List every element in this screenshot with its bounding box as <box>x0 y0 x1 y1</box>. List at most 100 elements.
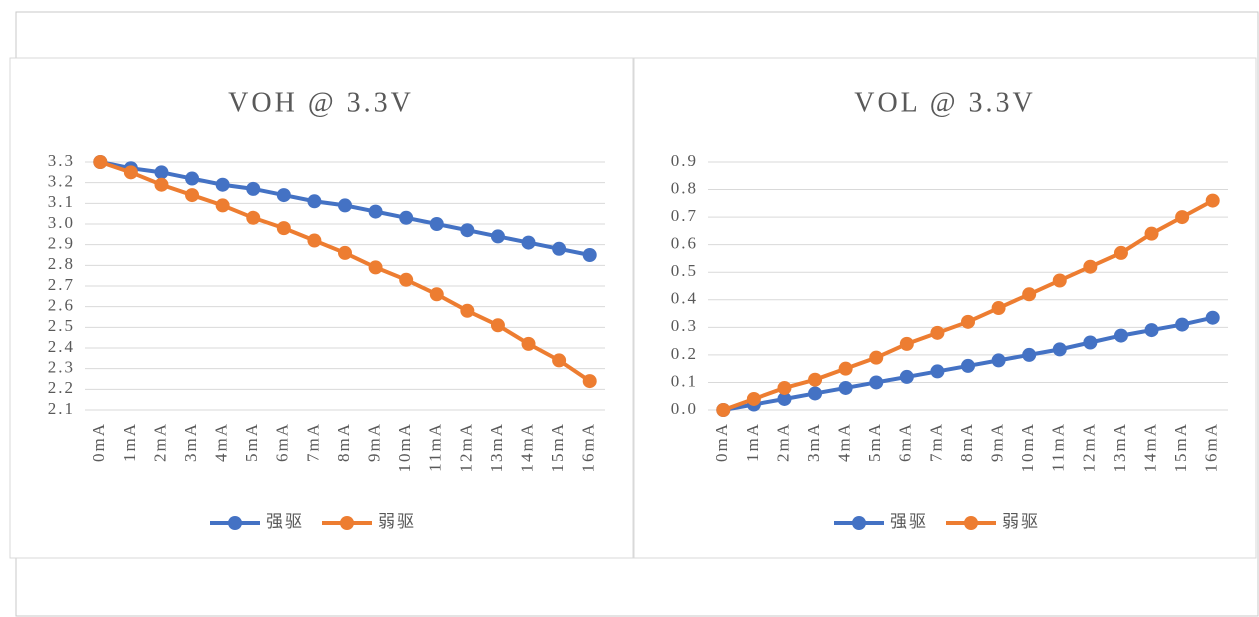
data-point <box>869 350 884 365</box>
data-point <box>185 171 200 186</box>
data-point <box>961 314 975 329</box>
legend-marker <box>228 516 242 530</box>
y-tick-label: 2.4 <box>48 337 75 356</box>
y-tick-label: 2.7 <box>48 275 75 294</box>
x-tick-label: 14mA <box>517 422 536 473</box>
x-tick-label: 10mA <box>395 422 414 473</box>
x-tick-label: 9mA <box>987 422 1006 462</box>
x-tick-label: 3mA <box>181 422 200 462</box>
y-tick-label: 0.5 <box>671 261 698 280</box>
legend-label: 强驱 <box>266 512 304 531</box>
data-point <box>582 248 597 262</box>
data-point <box>338 198 352 213</box>
data-point <box>246 181 261 196</box>
y-tick-label: 0.8 <box>671 178 698 197</box>
x-tick-label: 3mA <box>804 422 823 462</box>
chart-box <box>9 57 634 559</box>
y-tick-label: 0.3 <box>671 316 698 335</box>
x-tick-label: 8mA <box>957 422 976 462</box>
data-point <box>93 155 108 169</box>
x-tick-label: 12mA <box>1079 422 1098 473</box>
data-point <box>582 374 597 389</box>
data-point <box>552 353 567 368</box>
data-point <box>746 391 761 406</box>
x-tick-label: 6mA <box>896 422 915 462</box>
y-tick-label: 2.5 <box>48 316 75 335</box>
data-point <box>1113 245 1128 260</box>
data-point <box>930 325 945 340</box>
data-point <box>1175 317 1190 332</box>
x-tick-label: 2mA <box>773 422 792 462</box>
y-tick-label: 2.2 <box>48 378 75 397</box>
data-point <box>429 217 444 231</box>
data-point <box>1175 210 1190 225</box>
data-point <box>961 358 975 373</box>
data-point <box>521 235 536 250</box>
y-tick-label: 0.6 <box>671 234 698 253</box>
data-point <box>368 204 383 219</box>
x-tick-label: 16mA <box>1202 422 1221 473</box>
data-point <box>716 403 731 417</box>
data-point <box>777 380 792 395</box>
x-tick-label: 8mA <box>334 422 353 462</box>
legend-marker <box>852 516 866 530</box>
y-tick-label: 2.9 <box>48 234 75 253</box>
y-tick-label: 3.0 <box>48 213 75 232</box>
data-point <box>215 177 230 192</box>
legend-marker <box>964 516 978 530</box>
data-point <box>991 301 1006 316</box>
x-tick-label: 4mA <box>212 422 231 462</box>
data-point <box>429 287 444 302</box>
data-point <box>552 241 567 256</box>
data-point <box>899 336 914 351</box>
data-point <box>338 245 352 260</box>
x-tick-label: 11mA <box>1049 422 1068 472</box>
data-point <box>399 272 414 287</box>
y-tick-label: 3.2 <box>48 172 75 191</box>
x-tick-label: 4mA <box>835 422 854 462</box>
y-tick-label: 2.3 <box>48 358 75 377</box>
y-tick-label: 0.4 <box>671 289 698 308</box>
y-tick-label: 2.6 <box>48 296 75 315</box>
data-point <box>1083 259 1098 274</box>
data-point <box>930 364 945 379</box>
x-tick-label: 14mA <box>1140 422 1159 473</box>
data-point <box>521 336 536 351</box>
x-tick-label: 7mA <box>303 422 322 462</box>
data-point <box>246 210 261 225</box>
data-point <box>1022 347 1037 362</box>
x-tick-label: 5mA <box>865 422 884 462</box>
x-tick-label: 15mA <box>548 422 567 473</box>
data-point <box>899 369 914 384</box>
y-tick-label: 2.8 <box>48 254 75 273</box>
y-tick-label: 0.7 <box>671 206 698 225</box>
x-tick-label: 16mA <box>579 422 598 473</box>
data-point <box>185 188 200 203</box>
data-point <box>307 233 322 248</box>
y-tick-label: 0.2 <box>671 344 698 363</box>
chart-title: VOL @ 3.3V <box>854 87 1036 118</box>
x-tick-label: 13mA <box>1110 422 1129 473</box>
data-point <box>1022 287 1037 302</box>
data-point <box>460 303 475 318</box>
data-point <box>276 221 291 236</box>
x-tick-label: 1mA <box>120 422 139 462</box>
legend-label: 弱驱 <box>1002 512 1040 531</box>
x-tick-label: 9mA <box>364 422 383 462</box>
data-point <box>460 223 475 238</box>
data-point <box>838 361 853 376</box>
data-point <box>1113 328 1128 343</box>
x-tick-label: 0mA <box>89 422 108 462</box>
x-tick-label: 0mA <box>712 422 731 462</box>
x-tick-label: 1mA <box>743 422 762 462</box>
legend-marker <box>340 516 354 530</box>
x-tick-label: 15mA <box>1171 422 1190 473</box>
x-tick-label: 12mA <box>456 422 475 473</box>
data-point <box>368 260 383 275</box>
data-point <box>215 198 230 213</box>
data-point <box>490 318 505 333</box>
legend-label: 强驱 <box>890 512 928 531</box>
x-tick-label: 5mA <box>242 422 261 462</box>
data-point <box>399 210 414 225</box>
